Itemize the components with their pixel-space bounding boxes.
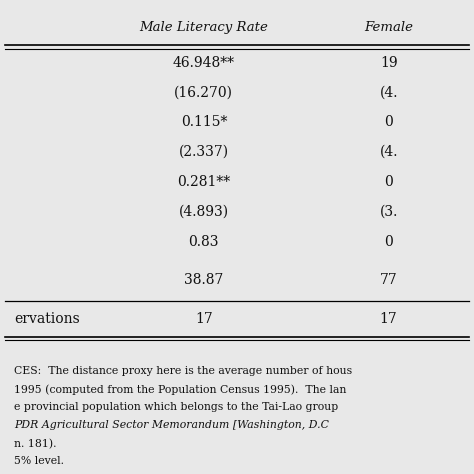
Text: (2.337): (2.337) (179, 145, 229, 159)
Text: n. 181).: n. 181). (14, 438, 57, 449)
Text: 17: 17 (380, 311, 398, 326)
Text: (3.: (3. (380, 205, 398, 219)
Text: 19: 19 (380, 55, 398, 70)
Text: 0.115*: 0.115* (181, 115, 227, 129)
Text: 5% level.: 5% level. (14, 456, 64, 466)
Text: 0: 0 (384, 115, 393, 129)
Text: (4.: (4. (379, 85, 398, 100)
Text: 17: 17 (195, 311, 213, 326)
Text: CES:  The distance proxy here is the average number of hous: CES: The distance proxy here is the aver… (14, 366, 352, 376)
Text: 0: 0 (384, 175, 393, 189)
Text: 1995 (computed from the Population Census 1995).  The lan: 1995 (computed from the Population Censu… (14, 384, 346, 395)
Text: e provincial population which belongs to the Tai-Lao group: e provincial population which belongs to… (14, 402, 338, 412)
Text: (4.893): (4.893) (179, 205, 229, 219)
Text: (16.270): (16.270) (174, 85, 233, 100)
Text: 0.281**: 0.281** (177, 175, 230, 189)
Text: (4.: (4. (379, 145, 398, 159)
Text: Male Literacy Rate: Male Literacy Rate (139, 21, 268, 34)
Text: ervations: ervations (14, 311, 80, 326)
Text: 0: 0 (384, 235, 393, 249)
Text: 0.83: 0.83 (189, 235, 219, 249)
Text: 38.87: 38.87 (184, 273, 224, 287)
Text: 46.948**: 46.948** (173, 55, 235, 70)
Text: 77: 77 (380, 273, 398, 287)
Text: PDR Agricultural Sector Memorandum [Washington, D.C: PDR Agricultural Sector Memorandum [Wash… (14, 420, 329, 430)
Text: Female: Female (364, 21, 413, 34)
